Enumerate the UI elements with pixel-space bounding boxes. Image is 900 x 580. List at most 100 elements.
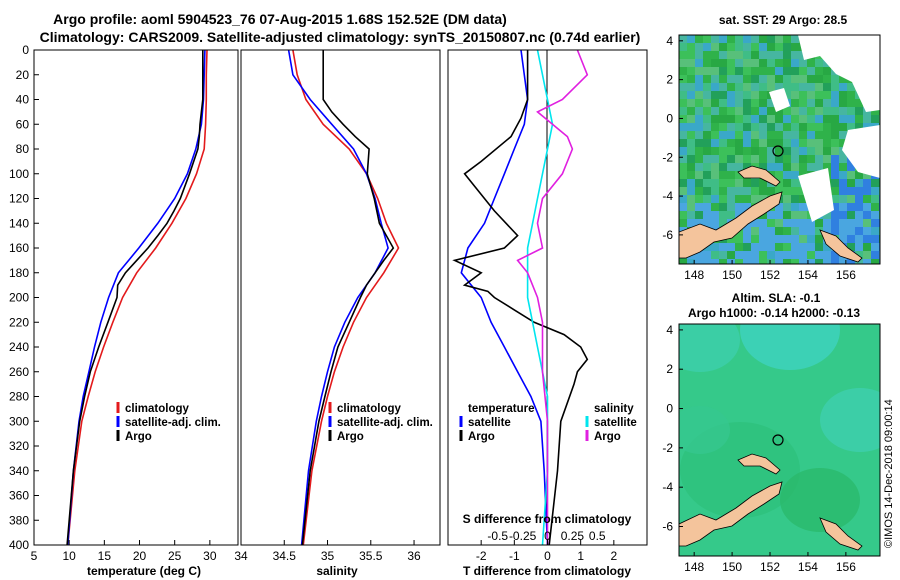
sst-pixel — [847, 187, 855, 195]
sst-pixel — [759, 163, 767, 171]
sst-pixel — [743, 203, 751, 211]
sst-pixel — [783, 195, 791, 203]
sst-pixel — [831, 219, 839, 227]
s-difference-label: S difference from climatology — [463, 512, 632, 526]
sst-pixel — [735, 203, 743, 211]
sst-pixel — [839, 107, 847, 115]
sst-pixel — [751, 235, 759, 243]
salinity-xlabel: salinity — [316, 564, 358, 578]
map-lon-ticklabel: 150 — [722, 268, 742, 282]
t-diff-x-ticklabel: -2 — [476, 549, 487, 563]
cloud-mask — [798, 35, 880, 112]
sst-pixel — [695, 59, 703, 67]
sst-pixel — [807, 131, 815, 139]
sst-pixel — [799, 83, 807, 91]
sst-pixel — [703, 51, 711, 59]
sst-pixel — [839, 227, 847, 235]
sst-pixel — [799, 107, 807, 115]
sst-pixel — [735, 147, 743, 155]
sst-pixel — [815, 91, 823, 99]
sst-pixel — [695, 131, 703, 139]
sst-pixel — [695, 139, 703, 147]
sst-pixel — [807, 75, 815, 83]
legend-s-satellite: satellite — [594, 417, 637, 429]
sst-pixel — [823, 155, 831, 163]
sst-pixel — [679, 51, 687, 59]
sst-pixel — [799, 139, 807, 147]
sst-pixel — [703, 131, 711, 139]
sst-pixel — [751, 91, 759, 99]
s-diff-ticklabel: -0.25 — [509, 529, 537, 543]
sst-pixel — [807, 235, 815, 243]
sst-pixel — [727, 179, 735, 187]
sst-pixel — [831, 123, 839, 131]
sst-pixel — [775, 235, 783, 243]
sst-pixel — [839, 219, 847, 227]
sst-pixel — [815, 131, 823, 139]
sst-pixel — [695, 99, 703, 107]
temperature-x-ticklabel: 15 — [98, 549, 112, 563]
sst-pixel — [727, 43, 735, 51]
sst-pixel — [759, 179, 767, 187]
sst-pixel — [751, 99, 759, 107]
sst-pixel — [807, 91, 815, 99]
sst-pixel — [711, 171, 719, 179]
sst-pixel — [759, 59, 767, 67]
sst-pixel — [847, 123, 855, 131]
depth-ticklabel: 340 — [9, 464, 29, 478]
sst-pixel — [719, 51, 727, 59]
sst-pixel — [847, 195, 855, 203]
salinity-line-climatology — [292, 50, 400, 545]
depth-ticklabel: 320 — [9, 439, 29, 453]
sst-pixel — [743, 139, 751, 147]
sst-pixel — [679, 115, 687, 123]
sst-pixel — [799, 203, 807, 211]
sst-pixel — [735, 243, 743, 251]
sst-pixel — [767, 35, 775, 43]
sst-pixel — [775, 155, 783, 163]
sst-pixel — [687, 171, 695, 179]
sst-pixel — [735, 131, 743, 139]
sst-pixel — [775, 203, 783, 211]
sst-pixel — [791, 123, 799, 131]
sst-pixel — [695, 35, 703, 43]
sst-pixel — [727, 115, 735, 123]
sst-pixel — [687, 51, 695, 59]
sst-pixel — [751, 227, 759, 235]
sst-pixel — [855, 195, 863, 203]
sst-pixel — [679, 59, 687, 67]
sst-pixel — [783, 131, 791, 139]
sst-pixel — [791, 235, 799, 243]
sst-pixel — [799, 91, 807, 99]
sst-pixel — [743, 131, 751, 139]
sst-pixel — [831, 131, 839, 139]
sst-pixel — [751, 259, 759, 264]
s-diff-ticklabel: 0.5 — [589, 529, 606, 543]
sst-pixel — [839, 195, 847, 203]
sst-pixel — [679, 203, 687, 211]
sst-pixel — [751, 35, 759, 43]
sst-pixel — [687, 155, 695, 163]
sst-pixel — [775, 131, 783, 139]
depth-ticklabel: 20 — [16, 68, 30, 82]
sst-pixel — [751, 243, 759, 251]
sst-pixel — [711, 51, 719, 59]
s-diff-ticklabel: 0.25 — [561, 529, 585, 543]
legend-climatology: climatology — [337, 403, 402, 415]
sst-pixel — [831, 179, 839, 187]
sst-pixel — [863, 179, 871, 187]
map-lon-ticklabel: 148 — [684, 268, 704, 282]
sst-pixel — [855, 115, 863, 123]
sst-pixel — [767, 115, 775, 123]
sst-pixel — [687, 115, 695, 123]
sst-pixel — [839, 83, 847, 91]
sst-pixel — [775, 227, 783, 235]
sst-pixel — [743, 67, 751, 75]
sst-pixel — [815, 259, 823, 264]
sst-pixel — [823, 91, 831, 99]
sst-pixel — [807, 99, 815, 107]
sst-pixel — [807, 219, 815, 227]
sst-pixel — [759, 195, 767, 203]
sst-pixel — [679, 107, 687, 115]
sst-pixel — [711, 67, 719, 75]
